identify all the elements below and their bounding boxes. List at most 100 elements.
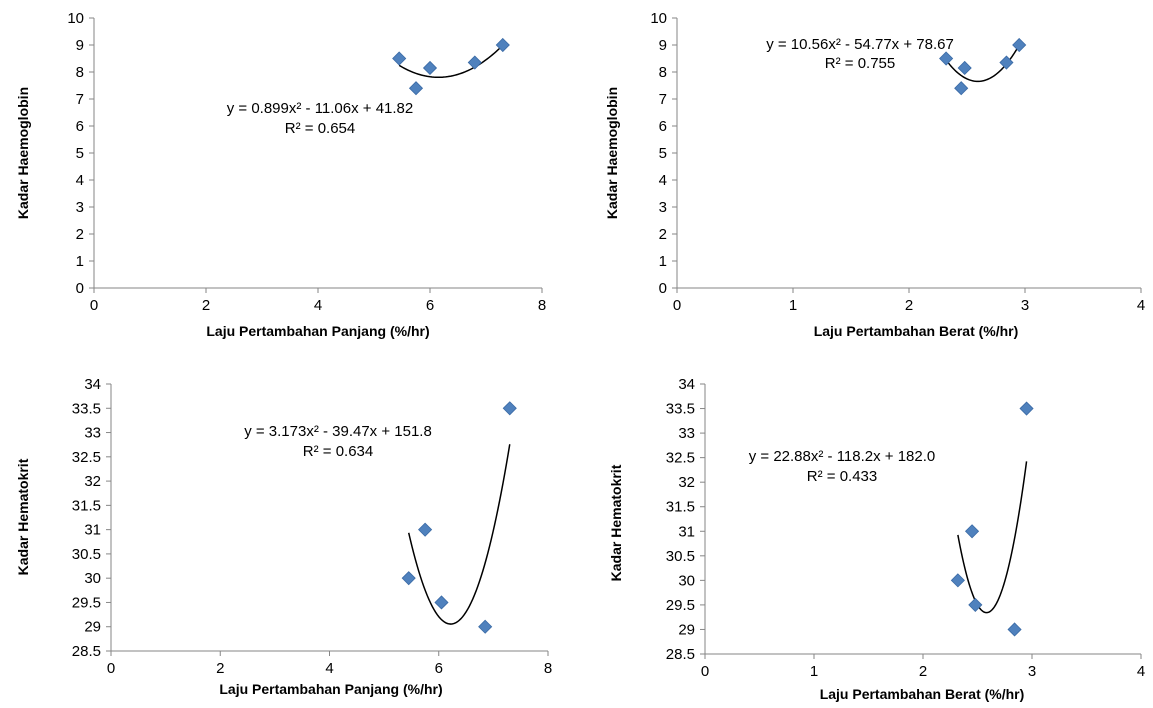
data-point — [495, 37, 510, 53]
y-tick-label: 33 — [84, 425, 101, 442]
x-tick-label: 0 — [701, 663, 709, 680]
y-tick-label: 30.5 — [666, 548, 695, 565]
trendline-equation: y = 10.56x² - 54.77x + 78.67 — [766, 36, 954, 53]
data-point — [1019, 401, 1034, 416]
chart-hb-panjang: 0 1 2 3 4 5 6 7 8 9 10 0 2 4 6 8 Laju Pertambahan Panja… — [15, 10, 546, 339]
y-tick-label: 6 — [659, 118, 667, 135]
y-axis-title: Kadar Haemoglobin — [604, 87, 620, 219]
trendline-equation: y = 0.899x² - 11.06x + 41.82 — [227, 100, 414, 117]
y-tick-label: 2 — [76, 226, 84, 243]
trendline-equation: y = 22.88x² - 118.2x + 182.0 — [749, 448, 936, 465]
x-tick-label: 3 — [1021, 297, 1029, 314]
data-point — [999, 55, 1014, 70]
data-point — [950, 573, 965, 588]
x-tick-label: 4 — [314, 297, 322, 314]
x-tick-label: 2 — [919, 663, 927, 680]
y-tick-label: 8 — [76, 64, 84, 81]
y-tick-label: 33.5 — [666, 401, 695, 418]
data-point — [1012, 37, 1027, 53]
y-tick-label: 4 — [659, 172, 667, 189]
data-point — [939, 51, 954, 66]
trendline — [398, 44, 504, 79]
data-point — [408, 81, 424, 96]
x-tick-label: 2 — [216, 660, 224, 677]
y-axis-title: Kadar Hematokrit — [15, 458, 31, 575]
y-tick-label: 33 — [678, 425, 695, 442]
trendline-r2: R² = 0.433 — [807, 468, 877, 485]
x-tick-label: 6 — [426, 297, 434, 314]
y-tick-label: 4 — [76, 172, 84, 189]
x-tick-label: 0 — [673, 297, 681, 314]
y-tick-label: 28.5 — [72, 643, 101, 660]
x-axis-title: Laju Pertambahan Panjang (%/hr) — [219, 681, 442, 697]
data-point — [401, 571, 416, 586]
y-tick-label: 0 — [76, 280, 84, 297]
data-point — [467, 55, 482, 70]
x-tick-label: 0 — [90, 297, 98, 314]
data-point — [964, 524, 980, 539]
y-tick-label: 29.5 — [72, 594, 101, 611]
y-tick-label: 32 — [678, 474, 695, 491]
data-point — [434, 595, 449, 610]
y-tick-label: 3 — [76, 199, 84, 216]
trendline-r2: R² = 0.654 — [285, 120, 355, 137]
x-tick-label: 0 — [107, 660, 115, 677]
x-tick-label: 4 — [1137, 297, 1145, 314]
x-axis-title: Laju Pertambahan Berat (%/hr) — [820, 686, 1025, 702]
trendline-r2: R² = 0.755 — [825, 55, 895, 72]
data-point — [502, 401, 517, 416]
y-tick-label: 8 — [659, 64, 667, 81]
plot-area: 28.5 29 29.5 30 30.5 31 31.5 32 32.5 33 33.5 34 0 2 4 6… — [72, 376, 552, 677]
y-tick-label: 28.5 — [666, 646, 695, 663]
x-tick-label: 1 — [789, 297, 797, 314]
y-tick-label: 31.5 — [72, 497, 101, 514]
data-point — [392, 51, 407, 66]
y-tick-label: 2 — [659, 226, 667, 243]
trendline-equation: y = 3.173x² - 39.47x + 151.8 — [244, 423, 432, 440]
y-tick-label: 9 — [659, 37, 667, 54]
y-tick-label: 5 — [76, 145, 84, 162]
y-tick-label: 10 — [67, 10, 84, 27]
y-tick-label: 10 — [650, 10, 667, 27]
trendline — [407, 444, 511, 625]
data-point — [422, 60, 438, 76]
data-point — [954, 81, 969, 96]
data-point — [478, 619, 493, 634]
x-tick-label: 8 — [544, 660, 552, 677]
y-tick-label: 1 — [76, 253, 84, 270]
y-axis-title: Kadar Haemoglobin — [15, 87, 31, 219]
chart-hb-berat: 0 1 2 3 4 5 6 7 8 9 10 0 1 2 3 4 Laju Pertambahan Berat… — [604, 10, 1145, 339]
y-tick-label: 34 — [678, 376, 695, 393]
y-tick-label: 33.5 — [72, 400, 101, 417]
x-tick-label: 4 — [1137, 663, 1145, 680]
plot-area: 0 1 2 3 4 5 6 7 8 9 10 0 2 4 6 8 — [67, 10, 546, 314]
y-tick-label: 7 — [659, 91, 667, 108]
y-tick-label: 7 — [76, 91, 84, 108]
y-tick-label: 6 — [76, 118, 84, 135]
y-tick-label: 5 — [659, 145, 667, 162]
x-tick-label: 8 — [538, 297, 546, 314]
y-axis-title: Kadar Hematokrit — [608, 464, 624, 581]
plot-area: 0 1 2 3 4 5 6 7 8 9 10 0 1 2 3 4 — [650, 10, 1145, 314]
y-tick-label: 3 — [659, 199, 667, 216]
y-tick-label: 29.5 — [666, 597, 695, 614]
data-point — [957, 60, 972, 76]
data-point — [968, 597, 983, 612]
y-tick-label: 31.5 — [666, 499, 695, 516]
y-tick-label: 34 — [84, 376, 101, 393]
x-tick-label: 4 — [325, 660, 333, 677]
trendline — [957, 461, 1028, 614]
data-point — [1007, 622, 1022, 637]
y-tick-label: 31 — [84, 522, 101, 539]
x-tick-label: 3 — [1028, 663, 1036, 680]
y-tick-label: 29 — [84, 619, 101, 636]
trendline-r2: R² = 0.634 — [303, 443, 373, 460]
y-tick-label: 32.5 — [72, 449, 101, 466]
y-tick-label: 30.5 — [72, 546, 101, 563]
y-tick-label: 0 — [659, 280, 667, 297]
y-tick-label: 31 — [678, 523, 695, 540]
x-tick-label: 2 — [905, 297, 913, 314]
